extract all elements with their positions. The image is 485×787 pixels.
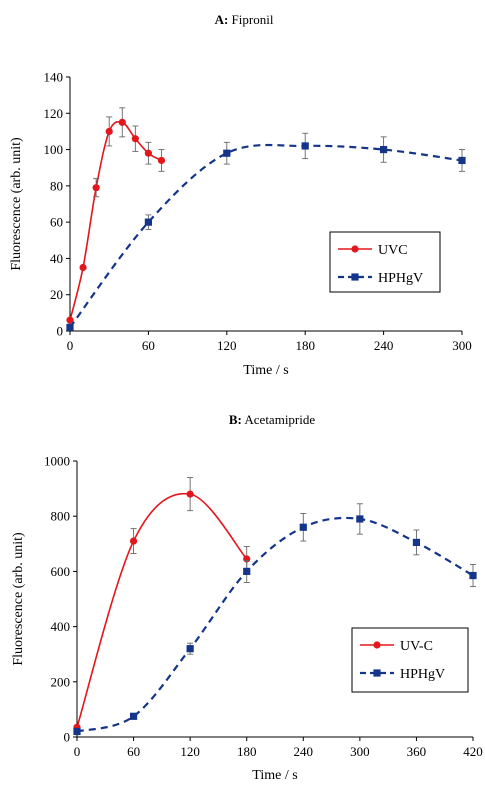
chart-b-data-point — [412, 538, 421, 547]
chart-b-x-tick-label: 420 — [463, 744, 483, 759]
chart-a-y-tick-label: 80 — [50, 178, 63, 193]
chart-a-legend-marker — [351, 273, 359, 281]
chart-a-data-point — [131, 135, 139, 143]
chart-a-data-point — [66, 316, 74, 324]
chart-b-data-point — [356, 515, 364, 523]
chart-b-y-tick-label: 800 — [51, 509, 71, 524]
chart-b-series-red — [73, 477, 251, 731]
chart-a-series-line — [69, 143, 463, 329]
chart-a-legend-box — [329, 231, 441, 293]
chart-a-data-point — [92, 184, 100, 192]
chart-b-x-tick-label: 120 — [180, 744, 200, 759]
chart-b-legend-marker — [373, 641, 381, 649]
chart-a-data-point — [301, 142, 309, 150]
chart-b-x-tick-label: 300 — [350, 744, 370, 759]
chart-a-y-tick-label: 60 — [50, 215, 63, 230]
chart-b-legend-label: UV-C — [400, 639, 433, 654]
chart-a-x-tick-label: 60 — [142, 338, 155, 353]
chart-a-x-axis-label: Time / s — [243, 363, 288, 378]
chart-a-data-point — [118, 118, 126, 126]
chart-b-y-tick-label: 200 — [51, 674, 71, 689]
chart-a-data-point — [157, 156, 166, 165]
chart-a-y-tick-label: 100 — [44, 142, 64, 157]
chart-b-x-tick-label: 240 — [294, 744, 314, 759]
chart-b-data-point — [186, 490, 194, 498]
chart-b-y-tick-label: 600 — [51, 564, 71, 579]
chart-a-legend-label: UVC — [378, 243, 408, 258]
chart-b-legend-marker — [373, 669, 381, 677]
chart-a-title: A: Fipronil — [215, 12, 274, 27]
chart-a-x-tick-label: 120 — [217, 338, 237, 353]
chart-a-x-tick-label: 240 — [374, 338, 394, 353]
chart-a-y-tick-label: 40 — [50, 251, 63, 266]
chart-a-y-axis-label: Fluorescence (arb. unit) — [9, 137, 24, 271]
chart-a-legend-label: HPHgV — [378, 271, 423, 286]
chart-b-y-tick-label: 400 — [51, 619, 71, 634]
chart-a-legend-marker — [351, 245, 359, 253]
chart-b-data-point — [73, 727, 81, 736]
chart-a-data-point — [79, 263, 87, 272]
chart-a-x-tick-label: 300 — [452, 338, 472, 353]
chart-a-y-tick-label: 0 — [57, 324, 64, 339]
chart-a-data-point — [380, 145, 388, 154]
chart-a-x-tick-label: 0 — [67, 338, 74, 353]
chart-b-data-point — [186, 645, 194, 653]
chart-b-x-tick-label: 360 — [407, 744, 427, 759]
chart-b-data-point — [243, 567, 251, 575]
chart-a-data-point — [105, 127, 113, 136]
chart-b-y-axis-label: Fluorescence (arb. unit) — [11, 532, 26, 666]
chart-b-legend-box — [351, 627, 469, 693]
chart-a-series-red — [66, 107, 166, 324]
chart-b-title: B: Acetamipride — [229, 412, 316, 427]
chart-b-series-blue — [73, 503, 477, 736]
chart-a: 0 20 40 60 80 100 120 140 0 60 120 180 240 300 Time / … — [9, 70, 472, 379]
chart-b-data-point — [129, 537, 138, 545]
chart-a-y-tick-label: 20 — [50, 287, 63, 302]
chart-b-y-tick-label: 1000 — [44, 454, 70, 469]
chart-a-y-tick-label: 140 — [44, 70, 64, 85]
chart-b-data-point — [469, 571, 477, 580]
chart-b-x-tick-label: 60 — [127, 744, 140, 759]
chart-b-legend-label: HPHgV — [400, 667, 445, 682]
chart-b-series-line — [76, 516, 474, 733]
chart-a-data-point — [144, 149, 152, 157]
chart-b-data-point — [299, 523, 307, 531]
chart-a-data-point — [66, 323, 74, 331]
chart-a-data-point — [144, 218, 152, 226]
chart-b-y-tick-label: 0 — [64, 730, 71, 745]
chart-a-series-blue — [66, 132, 466, 331]
chart-b: 0 200 400 600 800 1000 0 60 120 180 240 300 360 420 Ti… — [11, 454, 483, 784]
chart-b-x-tick-label: 180 — [237, 744, 257, 759]
chart-b-data-point — [129, 712, 138, 720]
chart-b-x-axis-label: Time / s — [252, 768, 297, 783]
chart-b-series-line — [76, 492, 248, 728]
chart-a-y-tick-label: 120 — [44, 106, 64, 121]
chart-a-data-point — [458, 156, 466, 165]
chart-b-legend: UV-C HPHgV — [351, 627, 469, 693]
chart-b-x-tick-label: 0 — [74, 744, 81, 759]
chart-a-legend: UVC HPHgV — [329, 231, 441, 293]
chart-a-x-tick-label: 180 — [295, 338, 315, 353]
chart-a-data-point — [223, 149, 231, 157]
